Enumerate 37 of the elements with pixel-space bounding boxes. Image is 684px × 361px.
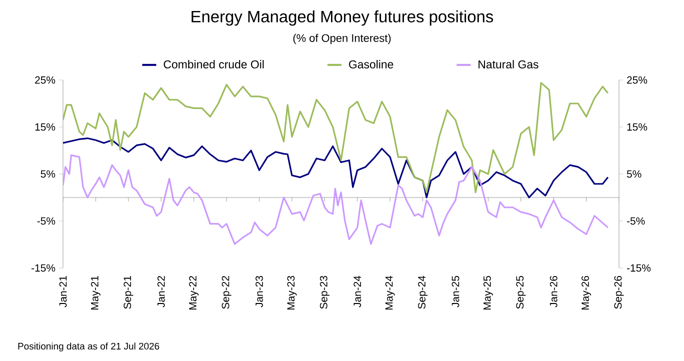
y-tick-label: 15% xyxy=(35,123,56,131)
y2-tick-label: 25% xyxy=(627,76,648,84)
x-tick-label: Jan-26 xyxy=(550,276,558,308)
line-series xyxy=(63,82,609,194)
x-tick-label: Jan-22 xyxy=(157,276,165,308)
x-tick-label: Jan-25 xyxy=(452,276,460,308)
x-tick-label: May-22 xyxy=(189,276,199,310)
x-tick-label: May-21 xyxy=(90,276,100,310)
chart-subtitle: (% of Open Interest) xyxy=(293,34,391,44)
x-tick-label: May-26 xyxy=(582,276,592,310)
x-tick-label: Sep-25 xyxy=(516,276,526,309)
legend-label: Natural Gas xyxy=(478,60,538,68)
x-tick-label: May-24 xyxy=(385,276,395,310)
x-tick-label: Sep-24 xyxy=(418,276,428,309)
text: Positioning data as of 21 Jul 2026 xyxy=(18,342,160,352)
x-tick-label: Jan-23 xyxy=(256,276,263,308)
legend-label: Gasoline xyxy=(349,60,394,68)
x-tick-label: Sep-23 xyxy=(320,276,330,309)
chart-title: Energy Managed Money futures positions xyxy=(192,10,494,26)
x-tick-label: Jan-24 xyxy=(354,276,362,308)
y2-tick-label: 15% xyxy=(627,123,648,131)
x-tick-label: May-23 xyxy=(287,276,297,310)
x-tick-label: Jan-21 xyxy=(59,276,67,308)
legend-label: Combined crude Oil xyxy=(164,60,264,68)
x-tick-label: Sep-26 xyxy=(614,276,624,309)
x-tick-label: May-25 xyxy=(483,276,493,310)
y2-tick-label: 5% xyxy=(626,170,642,178)
x-tick-label: Sep-22 xyxy=(222,276,232,309)
line-series xyxy=(63,154,609,245)
y-tick-label: 25% xyxy=(35,76,56,84)
x-tick-label: Sep-21 xyxy=(124,276,134,309)
line-series xyxy=(63,137,609,198)
y-tick-label: -5% xyxy=(37,217,56,225)
y2-tick-label: -5% xyxy=(627,217,645,225)
y-tick-label: -15% xyxy=(32,264,56,272)
y-tick-label: 5% xyxy=(40,170,56,178)
y2-tick-label: -15% xyxy=(627,264,651,272)
